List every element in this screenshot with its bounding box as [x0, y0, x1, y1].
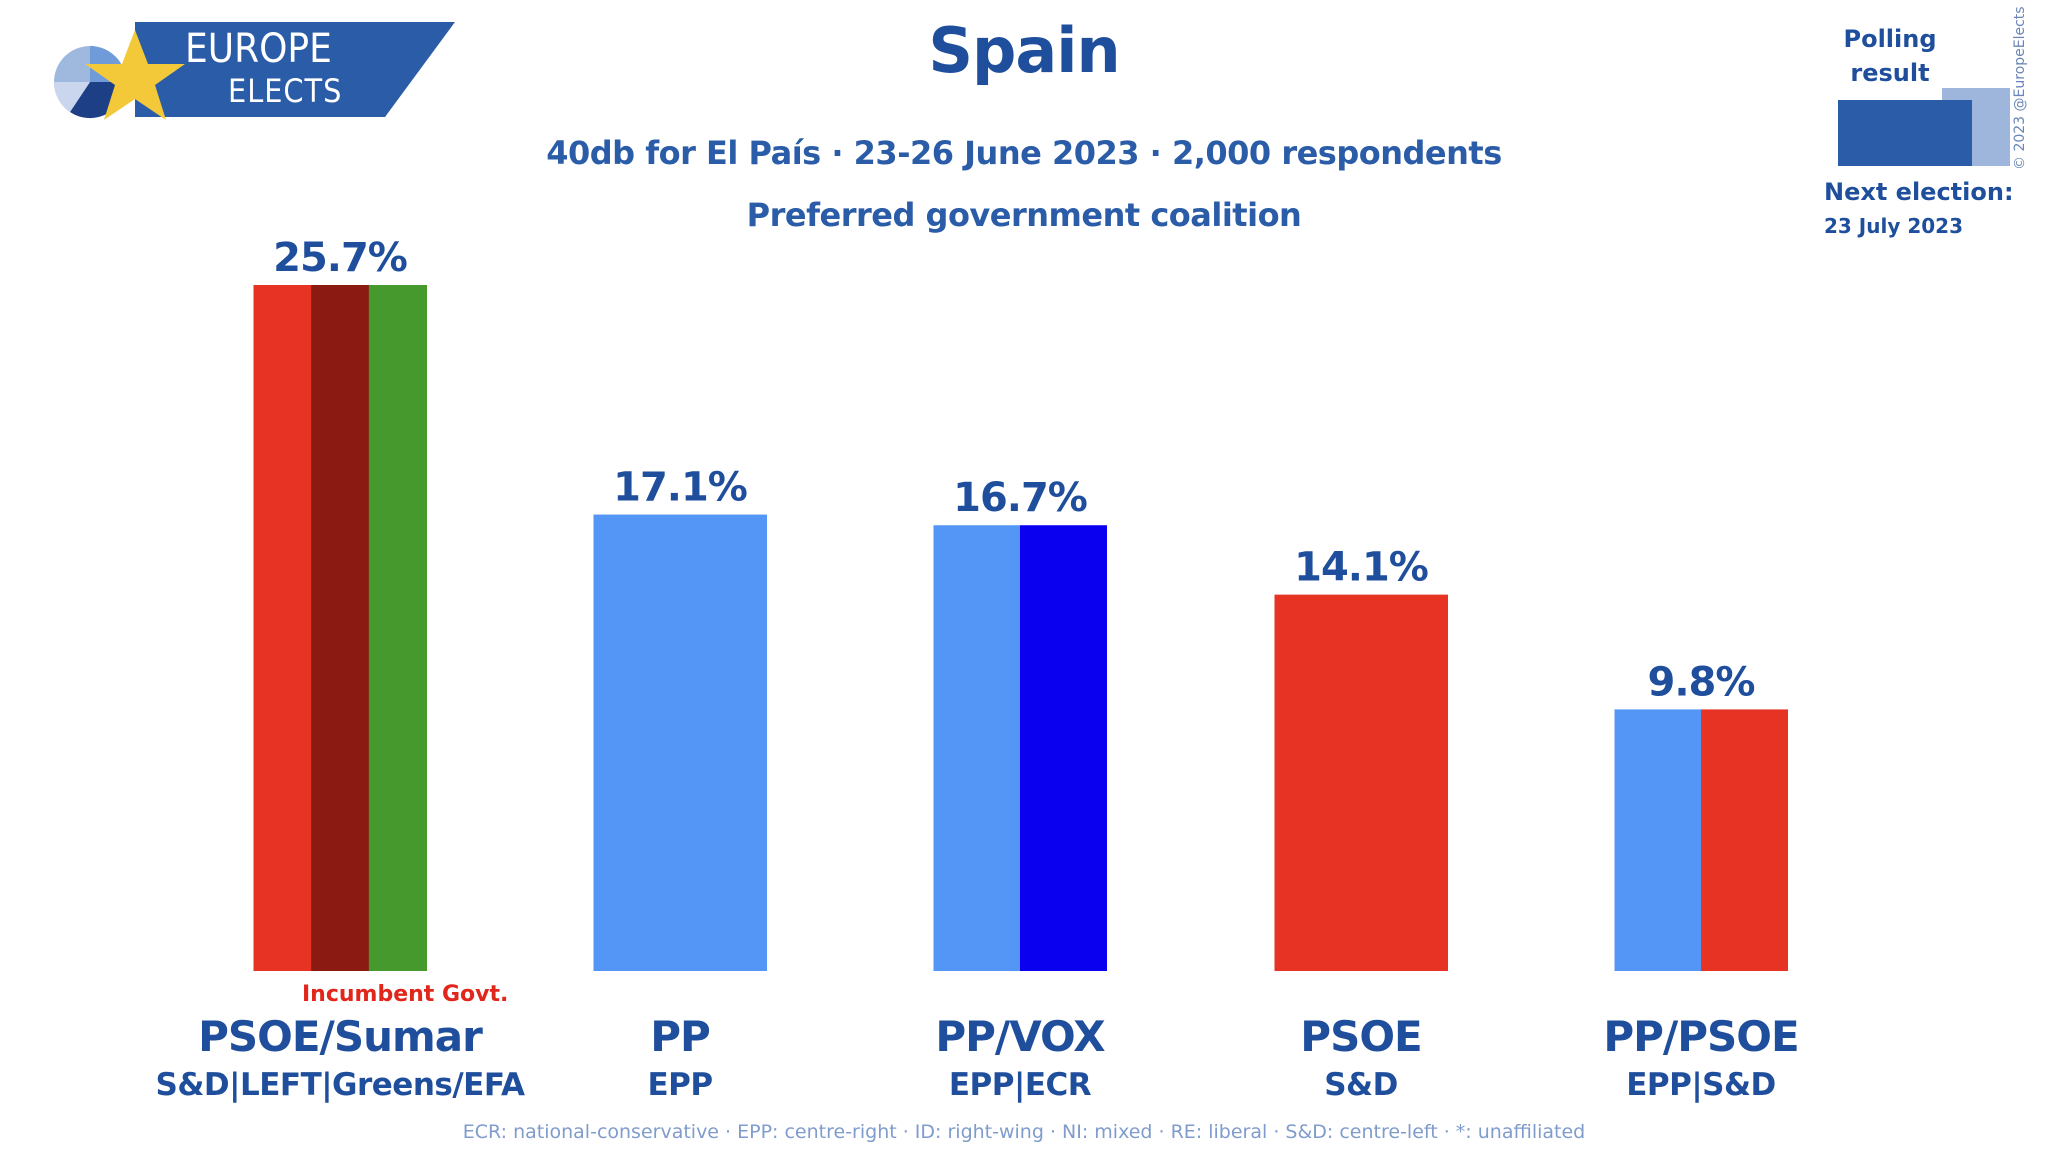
value-label: 9.8% — [1648, 659, 1755, 705]
logo-line2: ELECTS — [228, 72, 343, 110]
next-election-label: Next election: — [1824, 178, 2014, 206]
incumbent-label: Incumbent Govt. — [302, 982, 509, 1007]
legend-swatch-front — [1838, 100, 1972, 166]
category-group-label: EPP|S&D — [1626, 1067, 1776, 1103]
category-label: PSOE — [1300, 1012, 1422, 1061]
bar-pp-psoe-segment-2 — [1701, 709, 1788, 971]
category-label: PP — [650, 1012, 711, 1061]
logo-line1: EUROPE — [185, 26, 332, 72]
value-label: 25.7% — [273, 235, 407, 281]
bar-pp-segment-1 — [593, 514, 767, 971]
legend-polling-label: Polling result — [1830, 22, 1950, 90]
footer-legend: ECR: national-conservative · EPP: centre… — [462, 1121, 1586, 1143]
category-label: PP/VOX — [935, 1012, 1105, 1061]
category-group-label: EPP|ECR — [948, 1067, 1092, 1103]
category-group-label: EPP — [647, 1067, 713, 1103]
europe-elects-logo — [40, 22, 460, 122]
chart-subtitle: 40db for El País · 23-26 June 2023 · 2,0… — [546, 134, 1502, 172]
legend-polling-line2: result — [1850, 59, 1930, 87]
logo-graphic — [53, 22, 455, 120]
bar-psoe-segment-1 — [1274, 594, 1448, 971]
category-label: PSOE/Sumar — [198, 1012, 483, 1061]
chart-question: Preferred government coalition — [746, 196, 1302, 234]
chart-title: Spain — [928, 14, 1120, 87]
category-group-label: S&D|LEFT|Greens/EFA — [155, 1067, 525, 1103]
bar-pp-vox-segment-2 — [1020, 525, 1107, 971]
bar-psoe-sumar-segment-3 — [368, 285, 427, 971]
bar-pp-psoe-segment-1 — [1614, 709, 1702, 971]
value-label: 17.1% — [613, 465, 747, 511]
bar-psoe-sumar-segment-2 — [311, 285, 370, 971]
value-label: 16.7% — [953, 475, 1087, 521]
next-election-date: 23 July 2023 — [1824, 214, 1963, 238]
category-label: PP/PSOE — [1603, 1012, 1799, 1061]
value-label: 14.1% — [1294, 545, 1428, 591]
category-group-label: S&D — [1324, 1067, 1398, 1103]
bar-psoe-sumar-segment-1 — [253, 285, 312, 971]
bar-pp-vox-segment-1 — [933, 525, 1021, 971]
legend-polling-line1: Polling — [1843, 25, 1937, 53]
